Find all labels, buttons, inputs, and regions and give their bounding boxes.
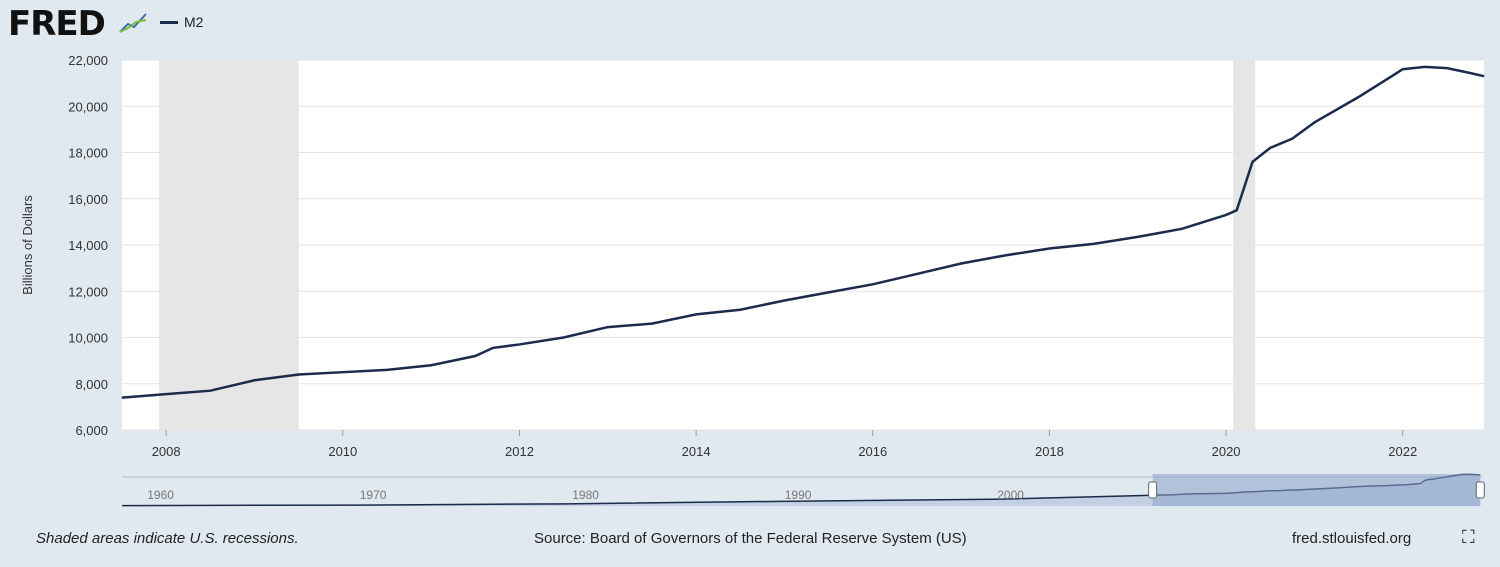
data-point [1446,67,1448,69]
x-tick-label: 2012 [505,444,534,459]
data-point [342,371,344,373]
data-point [607,326,609,328]
data-point [492,347,494,349]
data-point [121,397,123,399]
data-point [1468,72,1470,74]
data-point [209,390,211,392]
data-point [739,309,741,311]
data-point [518,343,520,345]
data-point [1093,243,1095,245]
data-point [651,323,653,325]
data-point [828,291,830,293]
y-tick-label: 16,000 [68,192,108,207]
series-line-m2 [121,65,1485,399]
y-tick-label: 10,000 [68,331,108,346]
data-point [1225,214,1227,216]
x-tick-label: 2018 [1035,444,1064,459]
data-point [1313,121,1315,123]
x-tick-label: 2010 [328,444,357,459]
navigator-handle-left[interactable] [1148,481,1158,499]
data-point [474,355,476,357]
navigator-selection[interactable] [1152,474,1481,506]
data-point [1236,209,1238,211]
data-point [165,393,167,395]
site-link[interactable]: fred.stlouisfed.org [1292,530,1412,547]
data-point [1004,254,1006,256]
y-tick-label: 8,000 [75,377,108,392]
y-tick-label: 20,000 [68,99,108,114]
x-tick-label: 2020 [1212,444,1241,459]
data-point [1424,66,1426,68]
x-tick-label: 2022 [1388,444,1417,459]
navigator-tick-label: 1990 [785,488,812,502]
data-point [386,369,388,371]
source-text: Source: Board of Governors of the Federa… [534,530,967,547]
navigator-tick-label: 2000 [997,488,1024,502]
navigator-tick-label: 1980 [572,488,599,502]
data-point [1181,228,1183,230]
data-point [1048,247,1050,249]
y-axis-label: Billions of Dollars [20,195,35,295]
y-tick-label: 22,000 [68,53,108,68]
data-point [1358,96,1360,98]
fred-logo[interactable]: FRED [8,4,106,44]
x-tick-label: 2016 [858,444,887,459]
data-point [298,374,300,375]
y-tick-label: 6,000 [75,423,108,438]
x-tick-label: 2008 [152,444,181,459]
data-point [430,364,432,366]
navigator-handle-right[interactable] [1475,481,1485,499]
legend-label: M2 [184,14,204,30]
navigator-tick-label: 1960 [147,488,174,502]
y-tick-label: 14,000 [68,238,108,253]
recession-note: Shaded areas indicate U.S. recessions. [36,530,299,547]
data-point [1402,68,1404,70]
x-tick-label: 2014 [682,444,711,459]
data-point [253,379,255,381]
navigator-area [122,474,1481,506]
data-point [1137,236,1139,238]
data-point [960,263,962,264]
y-tick-label: 12,000 [68,284,108,299]
data-point [783,300,785,301]
data-point [872,283,874,285]
data-point [916,273,918,275]
data-point [1269,147,1271,149]
navigator-tick-label: 1970 [360,488,387,502]
chart-lines-icon [119,13,147,33]
data-point [1483,75,1485,77]
fullscreen-icon[interactable]: ⛶ [1462,527,1475,547]
legend-item-m2[interactable]: M2 [160,14,203,30]
data-point [563,337,565,338]
data-point [1252,161,1254,163]
data-point [1291,138,1293,140]
data-point [695,313,697,315]
legend-swatch [160,20,178,24]
y-tick-label: 18,000 [68,146,108,161]
